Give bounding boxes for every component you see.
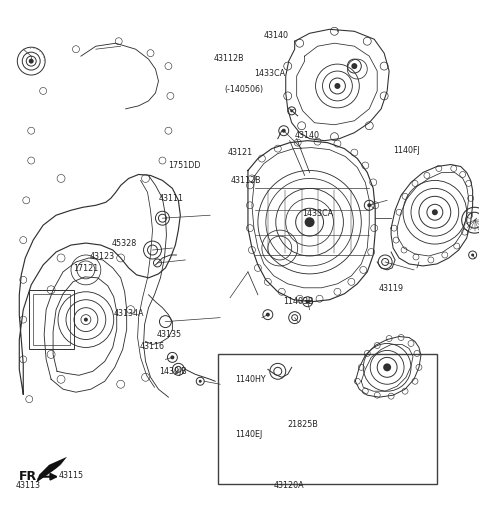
Text: 43112B: 43112B [230,176,261,185]
Circle shape [199,380,202,383]
Text: 43123: 43123 [90,251,115,261]
Text: 1430JB: 1430JB [159,368,187,377]
Circle shape [335,83,340,89]
Bar [29,290,74,349]
Text: 1751DD: 1751DD [168,161,201,170]
Text: (-140506): (-140506) [225,85,264,94]
Bar [218,354,437,484]
Text: 1433CA: 1433CA [254,69,286,78]
Circle shape [282,129,286,133]
Text: 43113: 43113 [16,481,41,490]
Circle shape [471,254,474,257]
Circle shape [29,59,34,63]
Text: 43140: 43140 [264,31,289,40]
Text: 43112B: 43112B [214,54,244,63]
Circle shape [306,300,310,304]
Text: 43115: 43115 [59,471,84,480]
Text: 43119: 43119 [378,284,404,293]
Text: 43120A: 43120A [274,481,304,490]
Text: FR.: FR. [19,470,42,483]
Polygon shape [36,457,67,483]
Text: 1140EJ: 1140EJ [235,430,263,440]
Text: 43135: 43135 [156,330,181,339]
Circle shape [367,203,371,207]
Circle shape [383,364,391,371]
Text: 21825B: 21825B [288,420,319,429]
Circle shape [170,355,174,359]
Text: 1140HY: 1140HY [235,375,266,384]
Text: 1433CA: 1433CA [302,209,333,218]
Text: 17121: 17121 [73,264,98,273]
Bar [33,294,70,345]
Text: 11403B: 11403B [283,297,313,306]
Text: 43116: 43116 [140,342,165,351]
Circle shape [266,313,270,317]
Circle shape [84,317,88,321]
Text: 43134A: 43134A [114,309,144,318]
Text: 1140FJ: 1140FJ [393,146,420,155]
Text: 45328: 45328 [111,239,136,248]
Circle shape [305,217,314,227]
Text: 43111: 43111 [159,194,184,203]
Text: 43140: 43140 [295,130,320,139]
Circle shape [290,110,293,113]
Text: 43121: 43121 [228,148,253,157]
Circle shape [432,209,438,215]
Circle shape [351,63,357,69]
